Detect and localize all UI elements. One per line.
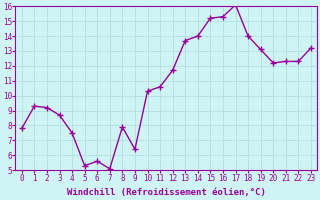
X-axis label: Windchill (Refroidissement éolien,°C): Windchill (Refroidissement éolien,°C)	[67, 188, 266, 197]
